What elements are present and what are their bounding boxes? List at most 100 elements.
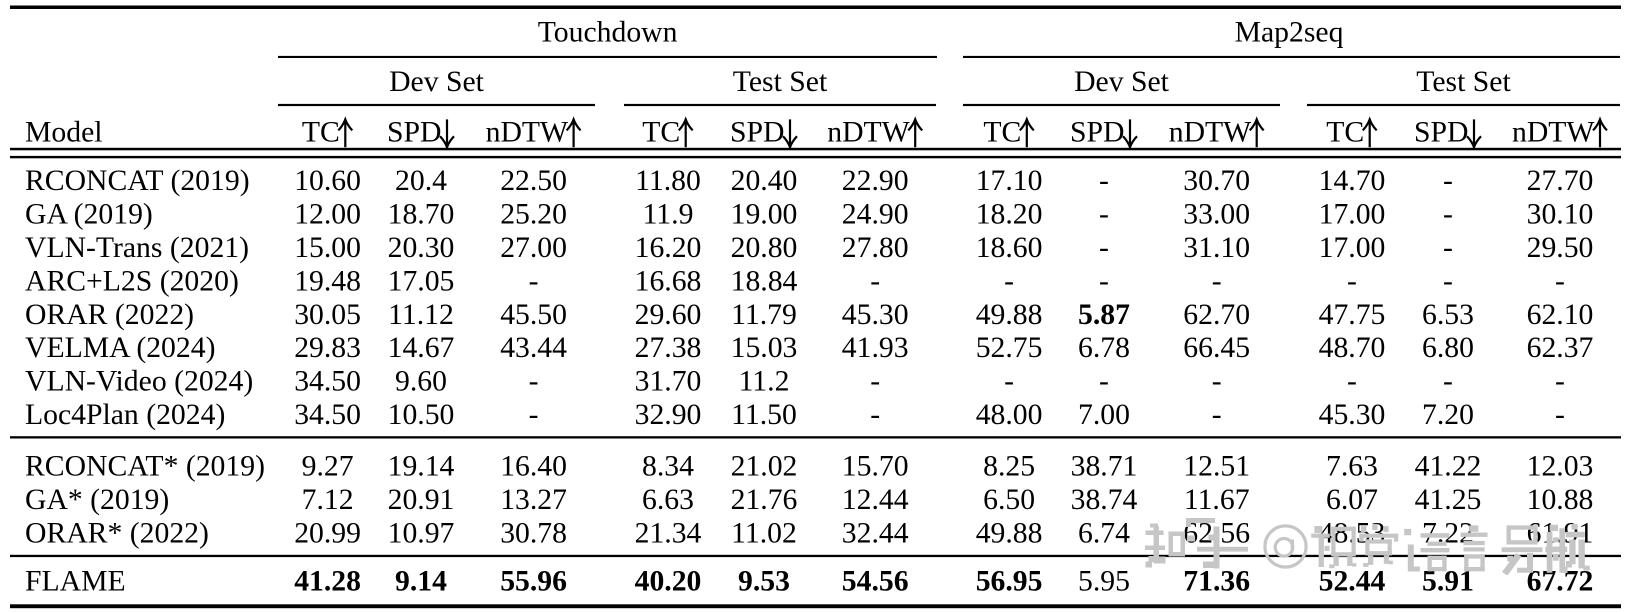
svg-text:GA* (2019): GA* (2019) [25,484,169,516]
svg-text:54.56: 54.56 [842,566,909,598]
svg-text:22.50: 22.50 [500,165,567,197]
svg-text:13.27: 13.27 [500,484,567,516]
svg-text:Model: Model [25,116,103,148]
svg-text:-: - [1443,199,1453,231]
svg-text:11.79: 11.79 [731,299,797,331]
svg-text:ORAR (2022): ORAR (2022) [25,299,194,331]
svg-text:22.90: 22.90 [842,165,909,197]
svg-text:18.70: 18.70 [388,199,455,231]
svg-text:12.03: 12.03 [1527,451,1594,483]
svg-text:20.30: 20.30 [388,232,455,264]
svg-text:-: - [1212,399,1222,431]
svg-text:71.36: 71.36 [1183,566,1250,598]
svg-text:17.05: 17.05 [388,265,455,297]
svg-text:27.80: 27.80 [842,232,909,264]
svg-text:30.78: 30.78 [500,517,567,549]
svg-text:nDTW: nDTW [827,116,909,148]
svg-text:6.78: 6.78 [1078,332,1130,364]
svg-text:14.70: 14.70 [1319,165,1386,197]
svg-text:ARC+L2S (2020): ARC+L2S (2020) [25,265,239,297]
svg-text:62.37: 62.37 [1527,332,1594,364]
svg-text:24.90: 24.90 [842,199,909,231]
svg-text:25.20: 25.20 [500,199,567,231]
svg-text:6.74: 6.74 [1078,517,1130,549]
svg-text:32.90: 32.90 [635,399,702,431]
svg-text:9.14: 9.14 [395,566,447,598]
svg-text:-: - [529,265,539,297]
svg-text:-: - [1443,265,1453,297]
svg-text:Loc4Plan (2024): Loc4Plan (2024) [25,399,225,431]
svg-text:-: - [1099,199,1109,231]
svg-text:56.95: 56.95 [976,566,1043,598]
svg-text:15.70: 15.70 [842,451,909,483]
svg-text:6.07: 6.07 [1326,484,1378,516]
svg-text:33.00: 33.00 [1183,199,1250,231]
svg-text:Test Set: Test Set [733,66,828,98]
svg-text:48.00: 48.00 [976,399,1043,431]
svg-text:12.00: 12.00 [294,199,361,231]
svg-text:34.50: 34.50 [294,399,361,431]
svg-text:-: - [1004,366,1014,398]
svg-text:-: - [870,265,880,297]
svg-text:34.50: 34.50 [294,366,361,398]
svg-text:20.99: 20.99 [294,517,361,549]
svg-text:11.67: 11.67 [1184,484,1250,516]
svg-text:SPD: SPD [730,116,784,148]
svg-text:20.91: 20.91 [388,484,455,516]
svg-text:10.97: 10.97 [388,517,455,549]
svg-text:20.40: 20.40 [731,165,798,197]
svg-text:6.63: 6.63 [642,484,694,516]
svg-text:30.10: 30.10 [1527,199,1594,231]
svg-text:17.00: 17.00 [1319,199,1386,231]
svg-text:62.70: 62.70 [1183,299,1250,331]
svg-text:11.2: 11.2 [739,366,790,398]
svg-text:49.88: 49.88 [976,517,1043,549]
svg-text:5.95: 5.95 [1078,566,1130,598]
svg-text:12.44: 12.44 [842,484,909,516]
svg-text:5.87: 5.87 [1078,299,1130,331]
svg-text:SPD: SPD [1414,116,1468,148]
svg-text:10.88: 10.88 [1527,484,1594,516]
svg-text:TC: TC [302,116,340,148]
svg-text:30.05: 30.05 [294,299,361,331]
svg-text:10.50: 10.50 [388,399,455,431]
svg-text:52.75: 52.75 [976,332,1043,364]
svg-text:-: - [1099,165,1109,197]
svg-text:-: - [1099,232,1109,264]
svg-text:19.14: 19.14 [388,451,455,483]
svg-text:Map2seq: Map2seq [1235,16,1344,48]
svg-text:Test Set: Test Set [1416,66,1511,98]
svg-text:21.34: 21.34 [635,517,702,549]
svg-text:8.34: 8.34 [642,451,694,483]
svg-text:SPD: SPD [387,116,441,148]
svg-text:27.70: 27.70 [1527,165,1594,197]
svg-text:31.10: 31.10 [1183,232,1250,264]
svg-text:-: - [1555,265,1565,297]
svg-text:41.22: 41.22 [1415,451,1482,483]
svg-text:27.00: 27.00 [500,232,567,264]
svg-text:VLN-Video (2024): VLN-Video (2024) [25,366,253,398]
svg-text:16.68: 16.68 [635,265,702,297]
svg-text:17.00: 17.00 [1319,232,1386,264]
svg-text:19.48: 19.48 [294,265,361,297]
svg-text:7.63: 7.63 [1326,451,1378,483]
svg-text:10.60: 10.60 [294,165,361,197]
svg-text:-: - [1099,366,1109,398]
svg-text:49.88: 49.88 [976,299,1043,331]
svg-text:6.50: 6.50 [983,484,1035,516]
svg-text:-: - [529,366,539,398]
svg-text:GA (2019): GA (2019) [25,199,153,231]
svg-text:15.00: 15.00 [294,232,361,264]
svg-text:38.74: 38.74 [1071,484,1138,516]
svg-text:16.40: 16.40 [500,451,567,483]
svg-text:29.50: 29.50 [1527,232,1594,264]
svg-text:14.67: 14.67 [388,332,455,364]
svg-text:7.00: 7.00 [1078,399,1130,431]
svg-text:21.76: 21.76 [731,484,798,516]
svg-text:29.83: 29.83 [294,332,361,364]
svg-text:20.4: 20.4 [395,165,447,197]
svg-text:11.80: 11.80 [635,165,701,197]
svg-text:Dev Set: Dev Set [389,66,485,98]
svg-text:-: - [1347,366,1357,398]
svg-text:16.20: 16.20 [635,232,702,264]
